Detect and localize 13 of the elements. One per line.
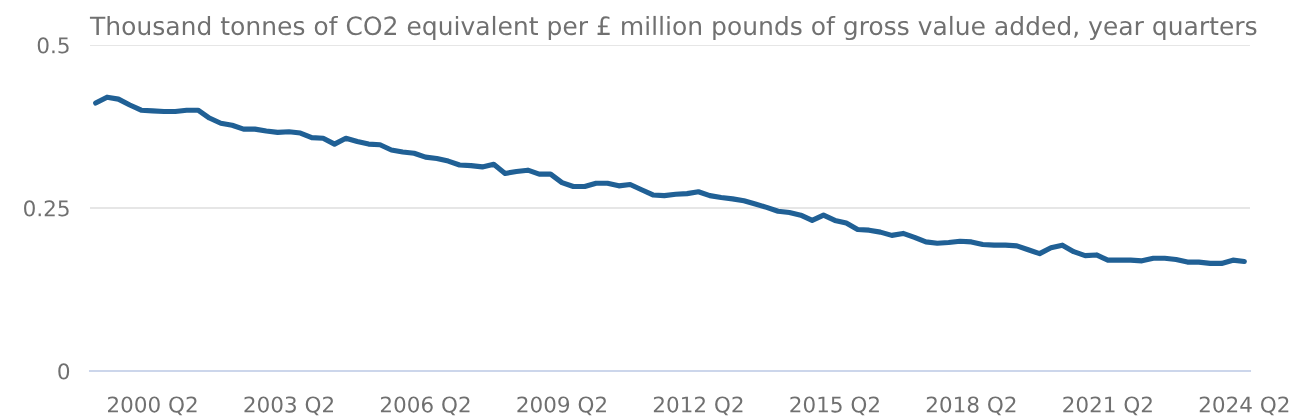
x-tick-label: 2018 Q2 [926, 396, 1016, 416]
y-tick-label: 0.25 [24, 200, 69, 217]
x-tick-label: 2000 Q2 [107, 396, 197, 416]
chart-title: Thousand tonnes of CO2 equivalent per £ million pounds of gross value added, year quarters [89, 15, 1257, 41]
x-tick-label: 2015 Q2 [790, 396, 879, 416]
x-tick-label: 2009 Q2 [517, 396, 606, 416]
x-tick-label: 2003 Q2 [244, 396, 333, 416]
x-tick-label: 2006 Q2 [380, 396, 470, 416]
y-tick-label: 0.5 [37, 37, 69, 54]
x-tick-label: 2021 Q2 [1063, 396, 1152, 416]
y-tick-label: 0 [58, 363, 70, 380]
x-tick-label: 2024 Q2 [1199, 396, 1289, 416]
x-tick-label: 2012 Q2 [653, 396, 743, 416]
